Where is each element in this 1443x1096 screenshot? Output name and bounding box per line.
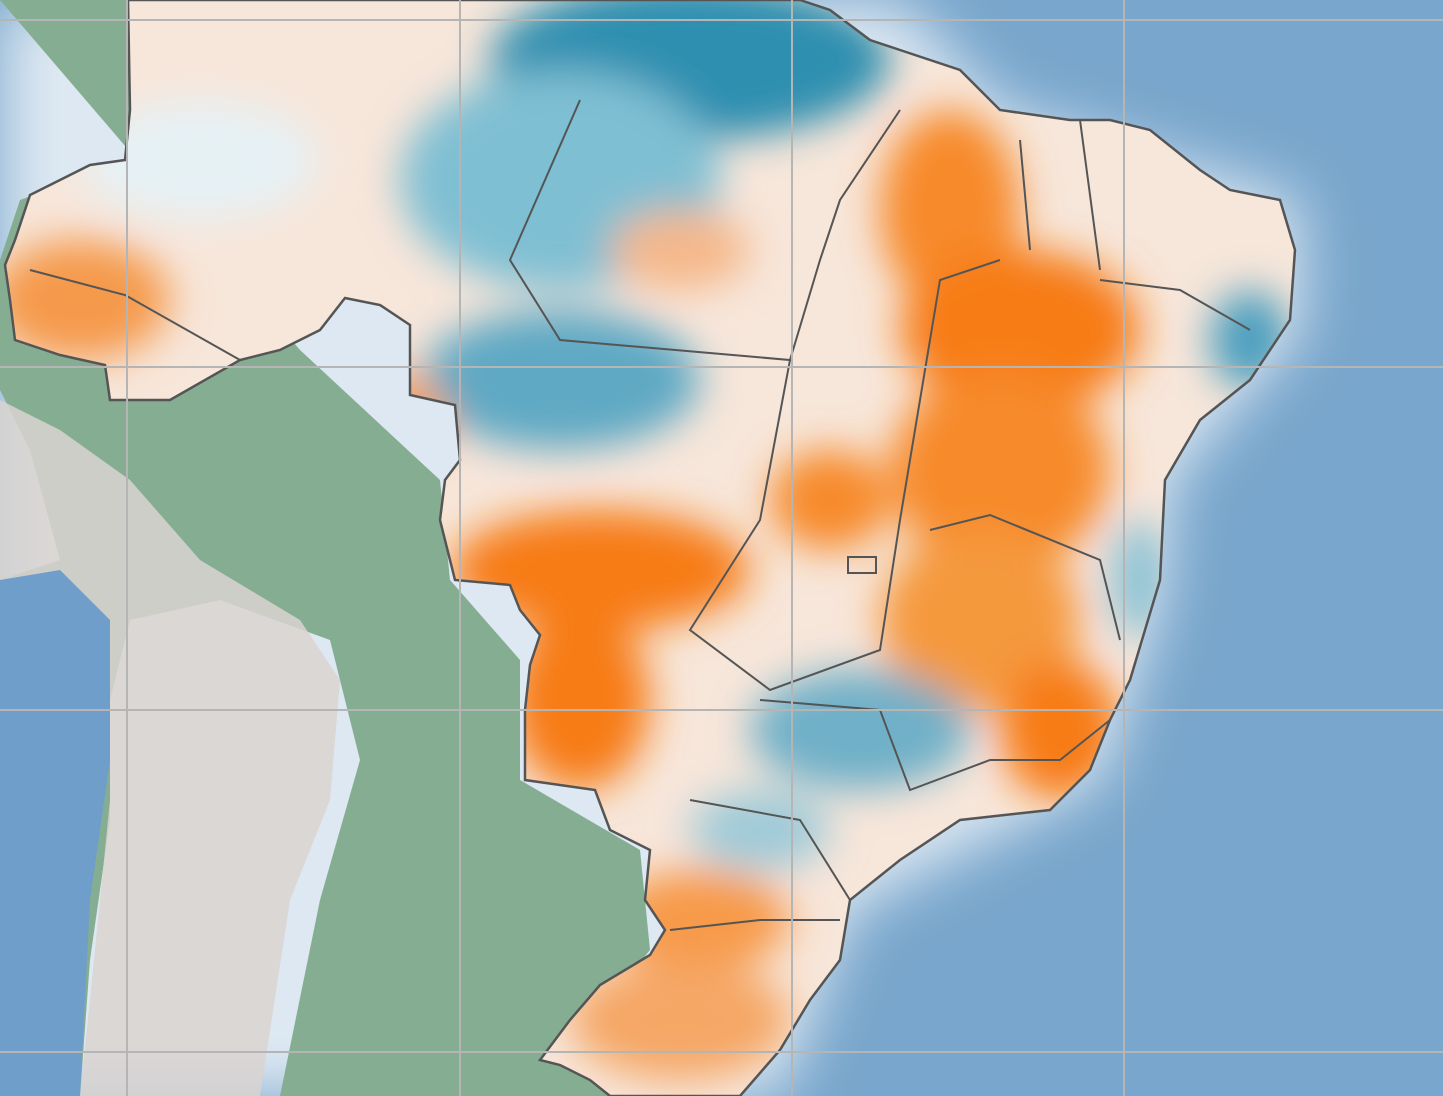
andes: [0, 400, 340, 1096]
state-borders: [29, 99, 1251, 931]
pacific: [0, 570, 110, 1096]
